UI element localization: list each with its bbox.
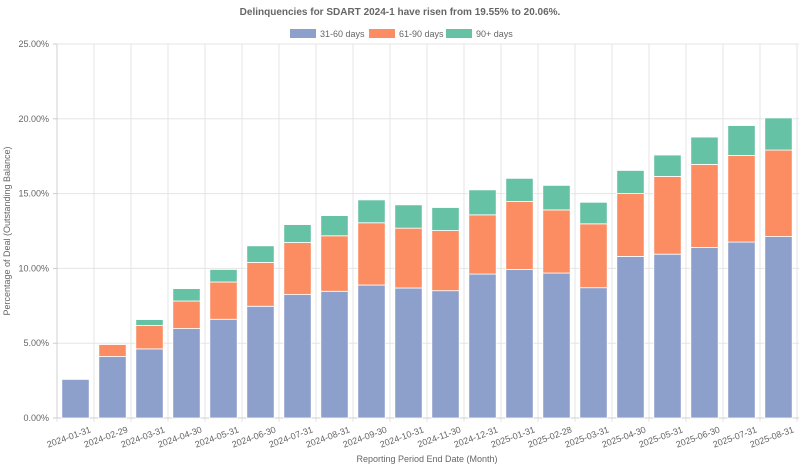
bar-61-90-days-2025-03-31[interactable] bbox=[579, 223, 608, 289]
bar-31-60-days-2025-02-28[interactable] bbox=[542, 272, 571, 419]
bar-61-90-days-2024-09-30[interactable] bbox=[357, 222, 386, 286]
bar-31-60-days-2024-03-31[interactable] bbox=[135, 348, 164, 419]
chart-title: Delinquencies for SDART 2024-1 have rise… bbox=[240, 7, 561, 18]
x-axis-label: Reporting Period End Date (Month) bbox=[356, 454, 497, 464]
bar-90-days-2024-11-30[interactable] bbox=[431, 207, 460, 231]
bar-90-days-2025-02-28[interactable] bbox=[542, 184, 571, 211]
bar-31-60-days-2024-08-31[interactable] bbox=[320, 290, 349, 419]
bar-90-days-2024-07-31[interactable] bbox=[283, 224, 312, 243]
bar-61-90-days-2025-05-31[interactable] bbox=[653, 175, 682, 255]
bar-61-90-days-2025-04-30[interactable] bbox=[616, 193, 645, 257]
bar-31-60-days-2025-03-31[interactable] bbox=[579, 287, 608, 419]
bar-31-60-days-2024-06-30[interactable] bbox=[246, 305, 275, 419]
x-axis: 2024-01-312024-02-292024-03-312024-04-30… bbox=[45, 424, 795, 449]
bar-90-days-2025-03-31[interactable] bbox=[579, 201, 608, 225]
bar-31-60-days-2024-04-30[interactable] bbox=[172, 328, 201, 419]
bar-61-90-days-2024-04-30[interactable] bbox=[172, 300, 201, 329]
bar-31-60-days-2025-07-31[interactable] bbox=[727, 241, 756, 419]
bar-31-60-days-2025-06-30[interactable] bbox=[690, 247, 719, 419]
bar-31-60-days-2024-07-31[interactable] bbox=[283, 294, 312, 419]
legend-swatch-2[interactable] bbox=[369, 29, 395, 38]
bar-31-60-days-2024-01-31[interactable] bbox=[61, 379, 90, 419]
bar-31-60-days-2024-02-29[interactable] bbox=[98, 356, 127, 419]
y-tick-label: 20.00% bbox=[18, 114, 49, 124]
y-tick-label: 15.00% bbox=[18, 189, 49, 199]
bar-90-days-2025-06-30[interactable] bbox=[690, 136, 719, 165]
bar-61-90-days-2025-08-31[interactable] bbox=[764, 149, 793, 237]
bar-31-60-days-2025-01-31[interactable] bbox=[505, 269, 534, 419]
bar-31-60-days-2025-08-31[interactable] bbox=[764, 236, 793, 419]
bar-31-60-days-2025-04-30[interactable] bbox=[616, 256, 645, 419]
bar-90-days-2024-10-31[interactable] bbox=[394, 204, 423, 229]
y-tick-label: 5.00% bbox=[23, 338, 49, 348]
bar-61-90-days-2025-01-31[interactable] bbox=[505, 201, 534, 270]
bar-61-90-days-2024-08-31[interactable] bbox=[320, 235, 349, 292]
bar-31-60-days-2024-10-31[interactable] bbox=[394, 287, 423, 419]
bar-61-90-days-2025-06-30[interactable] bbox=[690, 164, 719, 248]
bar-31-60-days-2024-12-31[interactable] bbox=[468, 273, 497, 419]
y-tick-label: 25.00% bbox=[18, 39, 49, 49]
bar-31-60-days-2025-05-31[interactable] bbox=[653, 253, 682, 419]
bar-90-days-2025-07-31[interactable] bbox=[727, 125, 756, 156]
bar-90-days-2024-12-31[interactable] bbox=[468, 189, 497, 216]
bar-90-days-2024-05-31[interactable] bbox=[209, 269, 238, 283]
bar-61-90-days-2024-10-31[interactable] bbox=[394, 227, 423, 289]
bar-61-90-days-2025-02-28[interactable] bbox=[542, 209, 571, 274]
y-axis-label: Percentage of Deal (Outstanding Balance) bbox=[2, 146, 12, 315]
bar-61-90-days-2024-12-31[interactable] bbox=[468, 214, 497, 275]
bar-61-90-days-2024-05-31[interactable] bbox=[209, 281, 238, 320]
bar-90-days-2024-03-31[interactable] bbox=[135, 319, 164, 326]
legend-swatch-1[interactable] bbox=[290, 29, 316, 38]
y-tick-label: 10.00% bbox=[18, 263, 49, 273]
bar-90-days-2025-08-31[interactable] bbox=[764, 117, 793, 151]
bar-61-90-days-2024-02-29[interactable] bbox=[98, 344, 127, 357]
legend-label[interactable]: 31-60 days bbox=[320, 29, 365, 39]
gridlines bbox=[56, 43, 799, 422]
bar-90-days-2024-09-30[interactable] bbox=[357, 199, 386, 224]
legend-label[interactable]: 61-90 days bbox=[399, 29, 444, 39]
bars bbox=[61, 117, 793, 419]
bar-31-60-days-2024-09-30[interactable] bbox=[357, 284, 386, 419]
bar-90-days-2024-06-30[interactable] bbox=[246, 245, 275, 263]
legend-label[interactable]: 90+ days bbox=[476, 29, 513, 39]
bar-61-90-days-2025-07-31[interactable] bbox=[727, 155, 756, 243]
bar-61-90-days-2024-06-30[interactable] bbox=[246, 262, 275, 307]
bar-61-90-days-2024-07-31[interactable] bbox=[283, 242, 312, 295]
bar-90-days-2024-08-31[interactable] bbox=[320, 215, 349, 237]
bar-61-90-days-2024-03-31[interactable] bbox=[135, 325, 164, 350]
y-axis: 0.00% 5.00% 10.00% 15.00% 20.00% 25.00% bbox=[18, 39, 57, 423]
bar-90-days-2025-05-31[interactable] bbox=[653, 154, 682, 177]
legend-swatch-3[interactable] bbox=[446, 29, 472, 38]
bar-31-60-days-2024-11-30[interactable] bbox=[431, 290, 460, 419]
bar-61-90-days-2024-11-30[interactable] bbox=[431, 230, 460, 292]
bar-90-days-2025-04-30[interactable] bbox=[616, 170, 645, 195]
bar-31-60-days-2024-05-31[interactable] bbox=[209, 318, 238, 419]
bar-90-days-2024-04-30[interactable] bbox=[172, 288, 201, 302]
legend: 31-60 days 61-90 days 90+ days bbox=[290, 29, 513, 39]
y-tick-label: 0.00% bbox=[23, 413, 49, 423]
bar-90-days-2025-01-31[interactable] bbox=[505, 177, 534, 202]
